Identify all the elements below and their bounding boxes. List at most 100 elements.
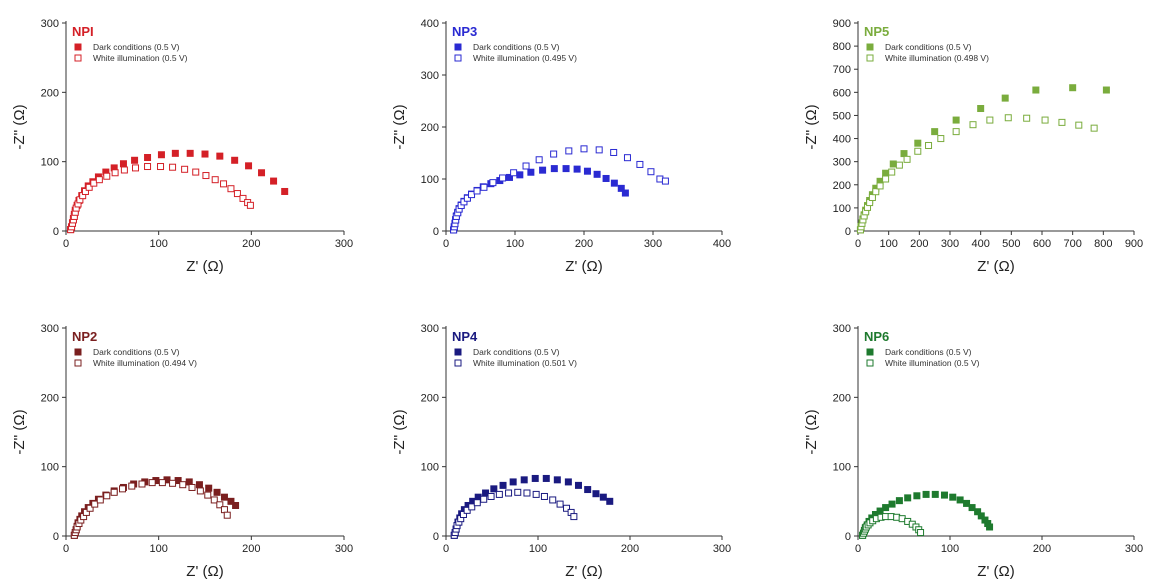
panel-2-series-1-point <box>617 184 625 192</box>
panel-4-series-1-point <box>205 484 213 492</box>
panel-3-x-tick-label: 700 <box>1063 238 1081 250</box>
panel-1-series-2-point <box>120 166 128 174</box>
panel-5-series-1-point <box>592 490 600 498</box>
panel-2-legend-label: Dark conditions (0.5 V) <box>473 42 560 52</box>
panel-2-series-1-point <box>505 173 513 181</box>
panel-4-series-2-point <box>169 479 177 487</box>
panel-5-series-2-point <box>468 503 476 511</box>
panel-2-series-2-point <box>499 174 507 182</box>
panel-4-title: NP2 <box>72 329 97 344</box>
panel-6-series-1-point <box>968 504 976 512</box>
panel-3-y-tick-label: 700 <box>833 64 851 76</box>
panel-2-series-1-point <box>539 166 547 174</box>
panel-5-series-2-point <box>549 496 557 504</box>
panel-2-series-2-point <box>473 187 481 195</box>
panel-6-legend-label: White illumination (0.5 V) <box>885 358 980 368</box>
panel-5-series-1-point <box>531 474 539 482</box>
panel-5-series-2-point <box>556 500 564 508</box>
panel-3-y-tick-label: 800 <box>833 41 851 53</box>
panel-2-series-2-point <box>463 194 471 202</box>
panel-3-series-1-point <box>914 139 922 147</box>
panel-3-x-axis-title: Z' (Ω) <box>977 258 1014 275</box>
panel-2-y-tick-label: 100 <box>421 174 439 186</box>
panel-3-series-2-point <box>914 147 922 155</box>
panel-2-series-2-point <box>468 191 476 199</box>
panel-3-series-2-point <box>1075 121 1083 129</box>
panel-3-series-1-point <box>900 150 908 158</box>
panel-5-series-1-point <box>490 485 498 493</box>
panel-6-y-tick-label: 0 <box>845 531 851 543</box>
panel-2-x-axis-title: Z' (Ω) <box>565 258 602 275</box>
panel-6-legend-label: Dark conditions (0.5 V) <box>885 347 972 357</box>
panel-1-series-1-point <box>171 149 179 157</box>
panel-3-x-tick-label: 0 <box>855 238 861 250</box>
panel-4-series-2-point <box>148 479 156 487</box>
panel-2-series-1-point <box>593 170 601 178</box>
panel-2-series-2-point <box>489 179 497 187</box>
panel-3-y-tick-label: 600 <box>833 87 851 99</box>
panel-4-series-1-point <box>213 488 221 496</box>
panel-1-series-1-point <box>119 160 127 168</box>
panel-1-series-1-point <box>216 152 224 160</box>
panel-3-y-tick-label: 500 <box>833 110 851 122</box>
panel-1-legend-marker <box>74 54 82 62</box>
panel-2-series-1-point <box>550 165 558 173</box>
panel-5-x-tick-label: 200 <box>621 543 639 555</box>
panel-2-series-2-point <box>623 154 631 162</box>
panel-1-y-axis-title: -Z'' (Ω) <box>11 104 28 149</box>
panel-5-x-tick-label: 300 <box>713 543 731 555</box>
panel-4-series-1-point <box>227 497 235 505</box>
panel-4-series-2-point <box>216 501 224 509</box>
panel-6-legend-marker <box>866 348 874 356</box>
panel-5-series-1-point <box>509 478 517 486</box>
panel-1-series-2-point <box>211 176 219 184</box>
panel-6-series-1-point <box>904 494 912 502</box>
panel-4-series-2-point <box>179 481 187 489</box>
panel-3-series-1-point <box>882 169 890 177</box>
panel-3-y-tick-label: 900 <box>833 18 851 30</box>
panel-2-series-1-point <box>610 179 618 187</box>
panel-4-series-2-point <box>210 496 218 504</box>
panel-4-x-tick-label: 200 <box>242 543 260 555</box>
panel-3-series-1-point <box>1032 86 1040 94</box>
panel-4-series-2-point <box>188 483 196 491</box>
panel-4-series-2-point <box>86 504 94 512</box>
panel-1-series-1-point <box>231 156 239 164</box>
panel-1-series-1-point <box>281 187 289 195</box>
panel-3-legend-marker <box>866 54 874 62</box>
panel-5-legend-marker <box>454 348 462 356</box>
panel-5-series-2-point <box>480 495 488 503</box>
panel-5-title: NP4 <box>452 329 478 344</box>
panel-3-series-2-point <box>888 168 896 176</box>
panel-3-x-tick-label: 800 <box>1094 238 1112 250</box>
panel-6-x-tick-label: 100 <box>941 543 959 555</box>
panel-3-series-2-point <box>937 135 945 143</box>
panel-1-y-tick-label: 200 <box>41 87 59 99</box>
panel-3-legend-label: White illumination (0.498 V) <box>885 53 989 63</box>
panel-3-series-2-point <box>876 182 884 190</box>
panel-6-y-axis-title: -Z'' (Ω) <box>803 409 820 454</box>
panel-3-x-tick-label: 100 <box>879 238 897 250</box>
panel-3-series-1-point <box>1069 84 1077 92</box>
panel-5-x-tick-label: 0 <box>443 543 449 555</box>
panel-4-series-1-point <box>195 481 203 489</box>
panel-4-series-2-point <box>103 492 111 500</box>
panel-4-x-tick-label: 0 <box>63 543 69 555</box>
panel-4-legend-label: Dark conditions (0.5 V) <box>93 347 180 357</box>
panel-1-series-2-point <box>239 194 247 202</box>
panel-5-y-tick-label: 0 <box>433 531 439 543</box>
panel-4-x-tick-label: 300 <box>335 543 353 555</box>
panel-1-series-2-point <box>192 168 200 176</box>
panel-6-legend-marker <box>866 359 874 367</box>
panel-1-x-tick-label: 200 <box>242 238 260 250</box>
panel-6-series-1-point <box>956 496 964 504</box>
panel-5-x-tick-label: 100 <box>529 543 547 555</box>
panel-2-x-tick-label: 0 <box>443 238 449 250</box>
panel-6-series-1-point <box>895 497 903 505</box>
panel-3-series-2-point <box>925 141 933 149</box>
panel-6-group: 0 100 200 300 0 100 200 300 Z' (Ω) -Z'' (Ω) NP6 Dar… <box>803 323 1143 580</box>
panel-6-y-tick-label: 100 <box>833 462 851 474</box>
panel-1-series-2-point <box>111 169 119 177</box>
panel-4-series-2-point <box>158 479 166 487</box>
